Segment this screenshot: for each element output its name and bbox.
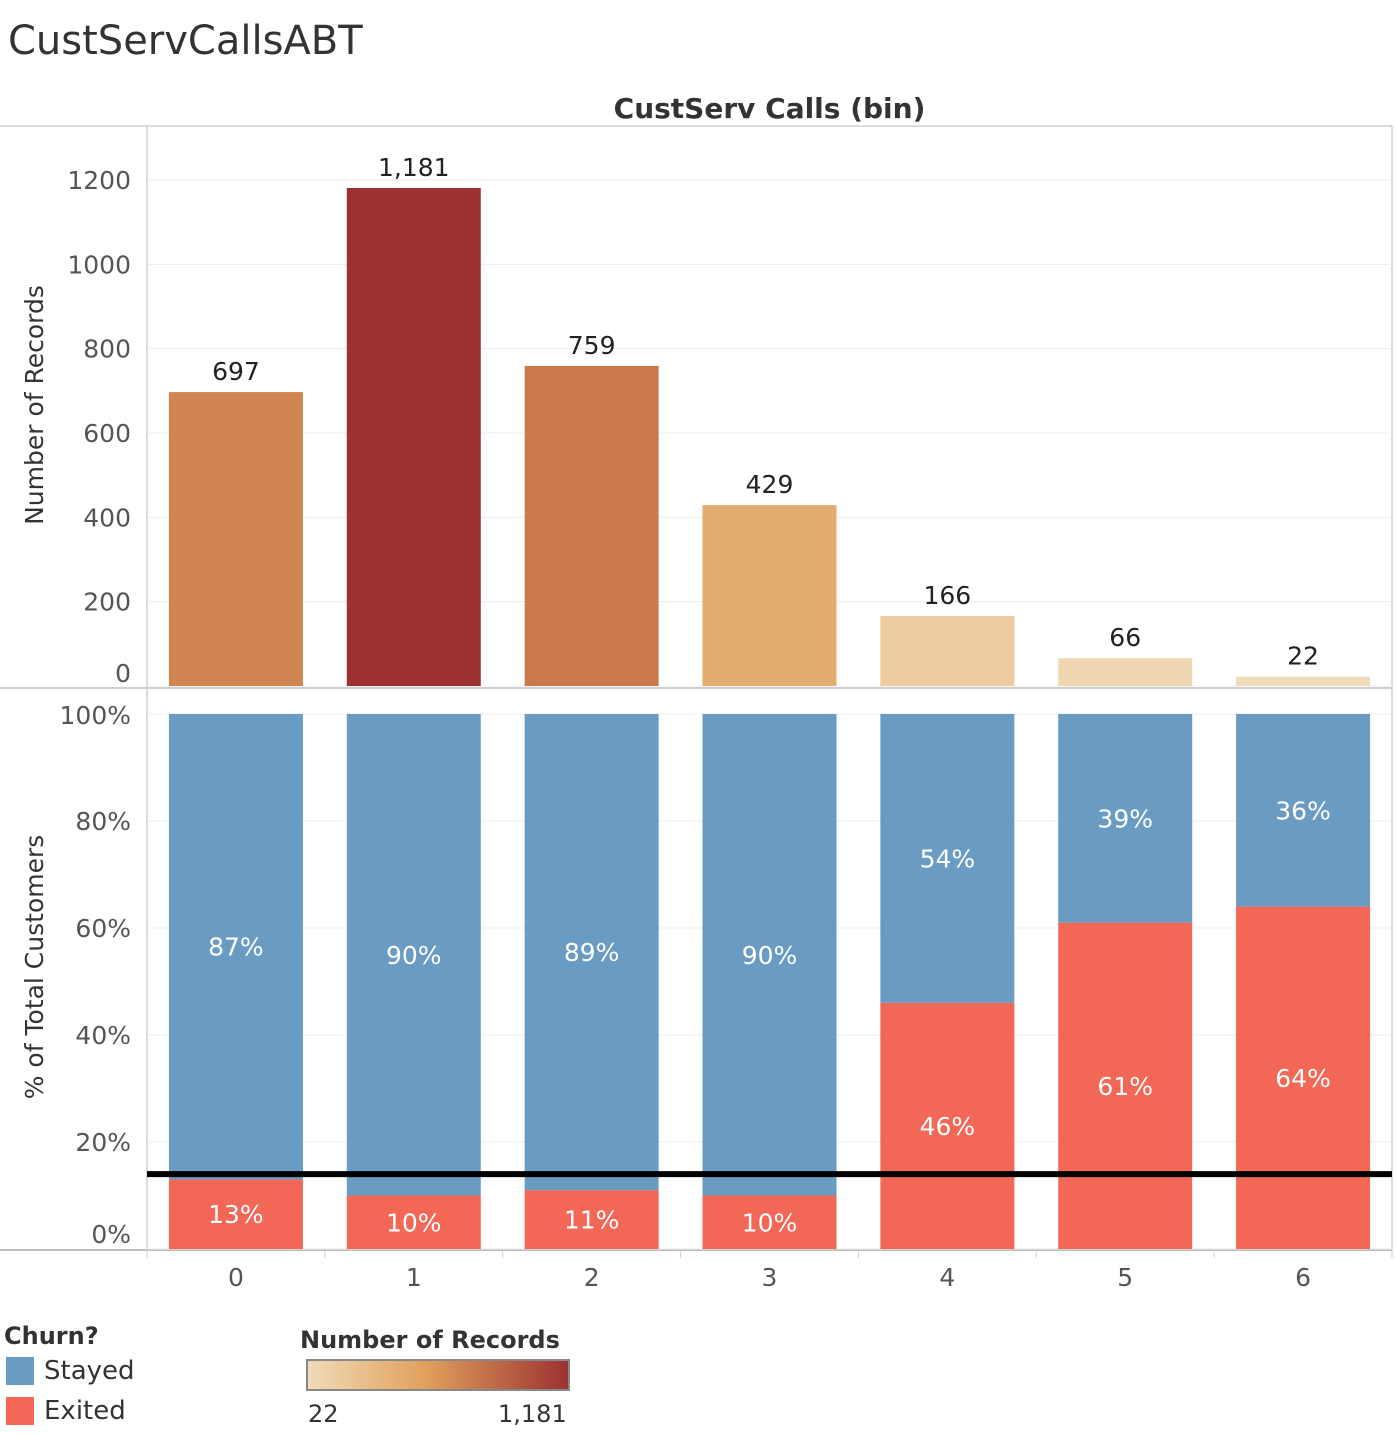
page-title: CustServCallsABT [8,18,363,64]
legend-item-stayed[interactable]: Stayed [6,1356,135,1386]
top-bar-5 [1058,658,1193,686]
stayed-bar-6 [1236,714,1371,907]
legend-label-exited: Exited [44,1396,126,1426]
stayed-bar-4 [880,714,1015,1003]
stayed-pct-label: 89% [564,938,620,967]
top-bar-0 [168,392,303,686]
legend-swatch-stayed [6,1357,34,1385]
x-tick-label: 1 [406,1263,422,1292]
exited-pct-label: 11% [564,1206,620,1235]
exited-bar-6 [1236,906,1371,1249]
legend-item-exited[interactable]: Exited [6,1396,126,1426]
legend-gradient-max: 1,181 [498,1400,567,1428]
bottom-y-axis-title: % of Total Customers [20,835,49,1100]
top-y-tick-label: 0 [115,659,131,688]
top-bar-value-label: 759 [568,331,616,360]
stayed-pct-label: 54% [920,844,976,873]
bottom-y-tick-label: 0% [91,1220,131,1249]
exited-bar-2 [524,1190,659,1249]
top-bar-value-label: 429 [746,470,794,499]
legend-gradient-min: 22 [308,1400,339,1428]
top-bar-3 [702,505,837,686]
x-tick-label: 0 [228,1263,244,1292]
bottom-y-tick-label: 40% [75,1021,131,1050]
legend-gradient-bar [306,1359,570,1391]
bottom-y-tick-label: 60% [75,914,131,943]
top-bar-4 [880,616,1015,686]
top-bar-value-label: 166 [923,581,971,610]
bottom-y-tick-label: 20% [75,1128,131,1157]
stayed-pct-label: 90% [742,941,798,970]
exited-bar-4 [880,1002,1015,1249]
x-tick-label: 4 [939,1263,955,1292]
legend-churn-title: Churn? [4,1322,99,1350]
top-y-tick-label: 600 [83,419,131,448]
exited-pct-label: 10% [386,1208,442,1237]
top-y-tick-label: 1200 [67,166,131,195]
exited-pct-label: 64% [1275,1064,1331,1093]
exited-bar-0 [168,1179,303,1249]
top-y-axis-title: Number of Records [20,285,49,525]
legend-swatch-exited [6,1397,34,1425]
top-y-tick-label: 1000 [67,250,131,279]
top-y-tick-label: 800 [83,335,131,364]
column-header: CustServ Calls (bin) [614,92,926,125]
x-tick-label: 2 [584,1263,600,1292]
stayed-pct-label: 39% [1097,804,1153,833]
exited-pct-label: 10% [742,1208,798,1237]
bottom-y-tick-label: 80% [75,807,131,836]
exited-bar-1 [346,1195,481,1249]
legend-label-stayed: Stayed [44,1356,135,1386]
exited-pct-label: 13% [208,1200,264,1229]
top-bar-2 [524,365,659,686]
stayed-pct-label: 87% [208,933,264,962]
top-y-tick-label: 400 [83,503,131,532]
top-bar-6 [1236,676,1371,686]
top-bar-value-label: 66 [1109,623,1141,652]
x-tick-label: 6 [1295,1263,1311,1292]
top-y-tick-label: 200 [83,588,131,617]
top-bar-value-label: 697 [212,357,260,386]
stayed-bar-2 [524,714,659,1191]
stayed-pct-label: 90% [386,941,442,970]
exited-pct-label: 46% [920,1112,976,1141]
bottom-y-tick-label: 100% [60,701,131,730]
top-bar-value-label: 1,181 [378,153,450,182]
top-bar-1 [346,188,481,687]
x-tick-label: 5 [1117,1263,1133,1292]
exited-bar-5 [1058,922,1193,1249]
stayed-bar-3 [702,714,837,1196]
top-bar-value-label: 22 [1287,642,1319,671]
stayed-bar-0 [168,714,303,1180]
stayed-pct-label: 36% [1275,796,1331,825]
legend-gradient-title: Number of Records [300,1326,560,1354]
stayed-bar-1 [346,714,481,1196]
stayed-bar-5 [1058,714,1193,923]
exited-pct-label: 61% [1097,1072,1153,1101]
x-tick-label: 3 [762,1263,778,1292]
chart-area: 0 200 400 600 800 1000 1200 0% 20% 40% 60% 80% 100% 6… [0,92,1393,1292]
exited-bar-3 [702,1195,837,1249]
